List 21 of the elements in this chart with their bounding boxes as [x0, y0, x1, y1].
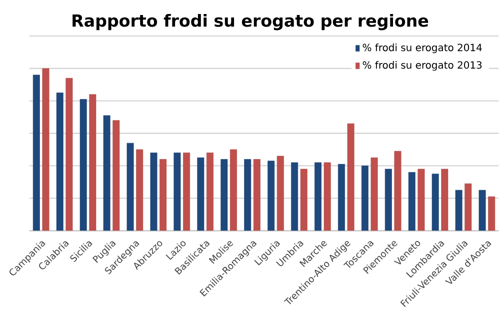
bar	[253, 159, 260, 231]
bar	[160, 159, 167, 231]
bar	[42, 68, 50, 231]
legend-label: % frodi su erogato 2013	[362, 61, 482, 71]
bar	[432, 174, 439, 231]
legend-label: % frodi su erogato 2014	[362, 44, 482, 54]
bar	[112, 120, 120, 231]
bar	[56, 92, 64, 231]
bar	[268, 160, 275, 231]
bar	[206, 152, 214, 231]
bar	[244, 159, 252, 231]
chart-title: Rapporto frodi su erogato per regione	[72, 14, 428, 30]
bar	[32, 74, 40, 231]
bar	[220, 159, 228, 231]
bar	[150, 152, 158, 231]
bar	[80, 99, 87, 231]
bar	[183, 152, 190, 231]
bar	[174, 152, 181, 231]
bar	[89, 94, 96, 231]
bar	[66, 78, 73, 231]
bar	[347, 123, 354, 231]
